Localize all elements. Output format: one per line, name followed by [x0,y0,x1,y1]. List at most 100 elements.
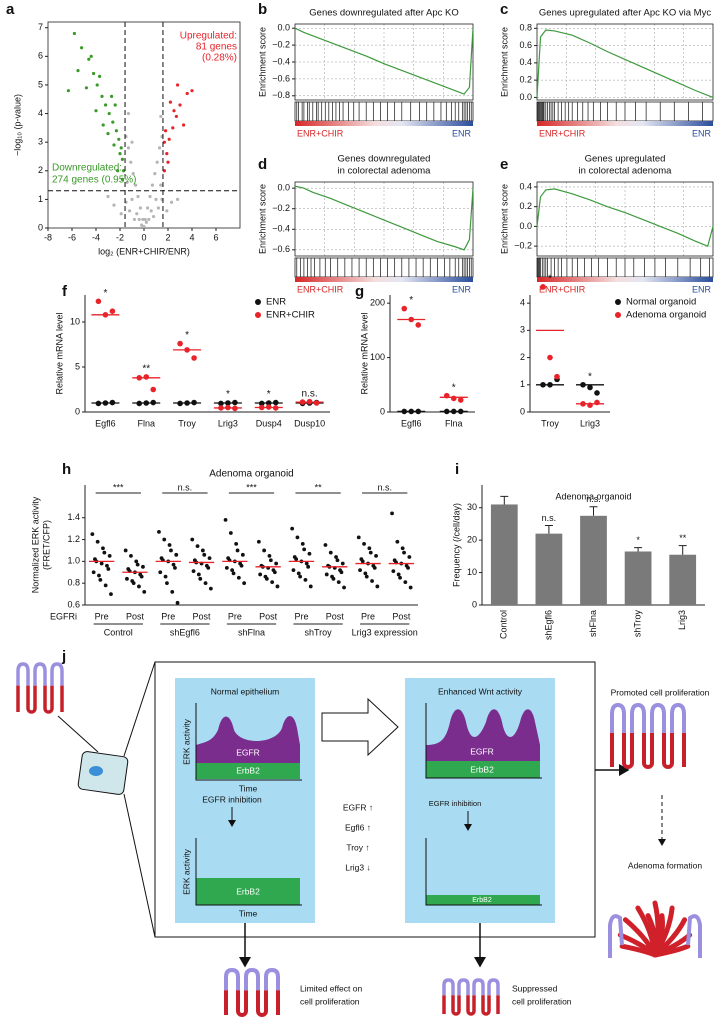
x-tick-label: -6 [68,232,76,242]
point [112,203,116,207]
x-tick-label: 4 [189,232,194,242]
y-tick-label: 3 [38,137,43,147]
y-tick-label: 2 [38,165,43,175]
point [159,114,163,119]
significance: * [452,382,456,393]
point [340,561,345,566]
point [372,566,377,570]
x-tick-label: -8 [44,232,52,242]
point [368,550,373,555]
y-tick-label: 1.0 [67,556,80,566]
plot-frame [536,23,714,101]
significance: * [226,389,230,400]
point [117,137,121,141]
time-label: Time [239,908,258,918]
significance: n.s. [302,388,318,399]
y-tick-label: −0.2 [272,203,290,213]
point [66,89,70,93]
y-tick-label: 0 [520,406,525,416]
point [135,212,139,216]
point [367,546,372,551]
x-tick-label: Troy [178,418,196,428]
point [304,561,309,566]
y-tick-label: 0.0 [519,221,532,231]
y-tick-label: 0 [38,222,43,232]
x-tick-label: 2 [165,232,170,242]
point [360,559,365,564]
significance: * [588,371,592,382]
point [415,322,422,328]
villus-tip [610,702,626,733]
y-tick-label: 0.2 [519,201,532,211]
point [158,146,162,150]
point [122,169,126,173]
rank-colorbar [537,277,713,282]
legend-label: ENR+CHIR [266,310,315,321]
point [176,197,180,201]
y-tick-label: 5 [75,361,80,371]
point [400,546,405,551]
point [153,172,157,176]
x-tick-label: shEgfl6 [543,610,553,640]
panel-label: d [258,156,267,173]
point [98,74,102,78]
significance: * [267,389,271,400]
egfr-label: EGFR [236,747,260,757]
x-tick-label: -2 [116,232,124,242]
graph-axis [425,703,542,779]
point [167,543,172,547]
point [313,400,320,406]
legend-label: ENR [266,297,286,308]
y-tick-label: −0.2 [272,39,290,49]
x-tick-label: 6 [213,232,218,242]
legend-label: Normal organoid [626,297,696,308]
box-title: Normal epithelium [211,686,280,696]
x-tick-label: Control [499,610,509,639]
point [307,551,312,556]
y-tick-label: 10 [70,316,80,326]
point [158,570,163,575]
point [100,94,104,98]
point [296,571,301,576]
villus-tip [457,978,470,996]
y-tick-label: 1 [520,379,525,389]
point [94,109,98,113]
point [178,103,182,107]
y-tick-label: 0 [380,406,385,416]
x-tick-label: Egfl6 [95,418,116,428]
chart-title: Genes downregulated [338,154,431,165]
crypt [43,685,54,714]
point [139,574,144,579]
point [157,530,161,534]
villus-tip [50,662,64,686]
graph-axis [195,703,302,781]
bar [624,551,652,605]
point [587,384,593,391]
point [164,129,168,133]
point [234,542,239,546]
chart-title: in colorectal adenoma [579,166,673,177]
point [159,183,163,187]
y-axis-label: Relative mRNA level [359,312,369,394]
point [128,209,132,213]
point [165,209,169,213]
chart-title: Genes downregulated after Apc KO [309,8,458,19]
point [334,555,338,559]
point [80,46,84,50]
point [191,355,197,361]
y-axis-label: Enrichment score [499,184,509,254]
point [170,590,175,594]
point [256,539,261,544]
point [111,120,115,124]
group-label: Control [104,627,133,637]
panel-label: g [355,283,364,300]
axes [389,295,475,413]
point [95,539,100,544]
significance: * [185,330,189,341]
y-tick-label: 10 [467,567,477,577]
panel-label: c [500,1,508,18]
significance: n.s. [542,513,557,523]
point [540,284,546,290]
point [594,390,600,396]
point [90,532,95,536]
